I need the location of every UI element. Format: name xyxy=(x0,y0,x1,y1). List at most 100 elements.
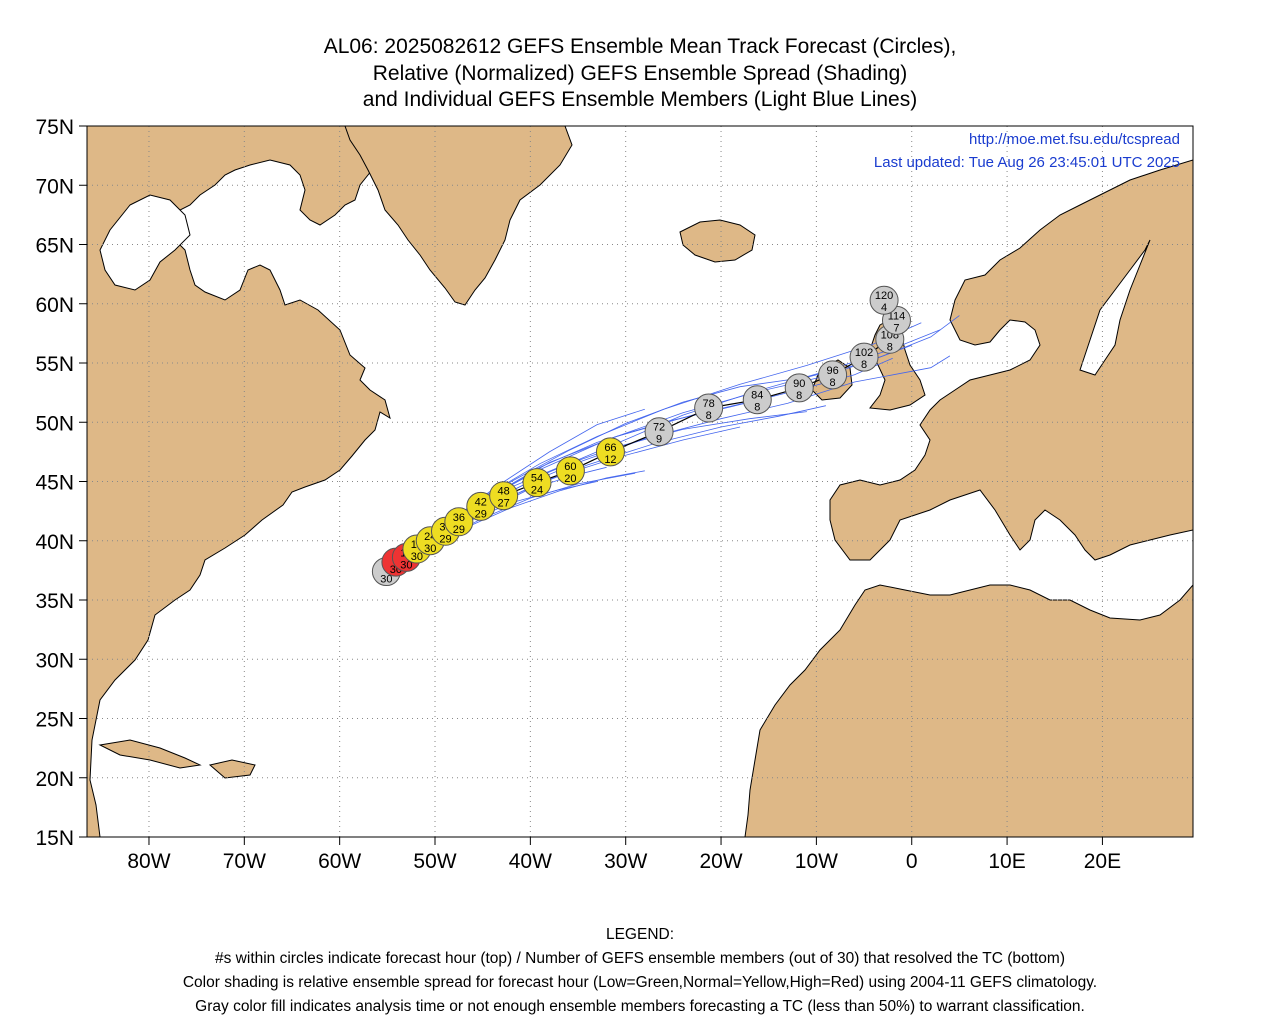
track-circle xyxy=(694,393,724,423)
title-line-3: and Individual GEFS Ensemble Members (Li… xyxy=(362,88,918,111)
member-count-label: 30 xyxy=(411,551,423,563)
forecast-hour-label: 48 xyxy=(498,486,510,498)
lat-tick-label: 20N xyxy=(35,768,74,791)
track-circle xyxy=(742,385,772,415)
member-count-label: 8 xyxy=(887,341,893,353)
member-count-label: 7 xyxy=(893,322,899,334)
member-count-label: 27 xyxy=(498,498,510,510)
forecast-hour-label: 72 xyxy=(653,422,665,434)
land-cuba xyxy=(98,739,202,769)
lat-tick-label: 70N xyxy=(35,175,74,198)
member-count-label: 8 xyxy=(796,390,802,402)
source-url[interactable]: http://moe.met.fsu.edu/tcspread xyxy=(969,131,1180,148)
lon-tick-label: 10E xyxy=(988,850,1025,873)
member-count-label: 30 xyxy=(400,559,412,571)
land-hispaniola xyxy=(208,759,256,779)
lon-tick-label: 70W xyxy=(223,850,266,873)
forecast-hour-label: 36 xyxy=(453,512,465,524)
legend-heading: LEGEND: xyxy=(605,926,675,943)
land-iceland xyxy=(679,219,756,263)
track-circle xyxy=(869,285,899,315)
last-updated: Last updated: Tue Aug 26 23:45:01 UTC 20… xyxy=(874,154,1180,171)
lon-tick-label: 40W xyxy=(509,850,552,873)
lon-tick-label: 50W xyxy=(413,850,456,873)
lon-tick-label: 30W xyxy=(604,850,647,873)
lat-tick-label: 75N xyxy=(35,116,74,139)
lat-tick-label: 60N xyxy=(35,294,74,317)
track-point: 729 xyxy=(644,417,674,447)
legend-line-3: Gray color fill indicates analysis time … xyxy=(195,998,1085,1015)
lat-tick-label: 50N xyxy=(35,412,74,435)
forecast-hour-label: 54 xyxy=(531,473,543,485)
lat-tick-label: 30N xyxy=(35,649,74,672)
member-count-label: 30 xyxy=(424,543,436,555)
legend-line-2: Color shading is relative ensemble sprea… xyxy=(182,974,1098,991)
forecast-hour-label: 66 xyxy=(604,442,616,454)
lon-tick-label: 0 xyxy=(906,850,918,873)
track-circle xyxy=(595,437,625,467)
track-circle xyxy=(489,481,519,511)
forecast-hour-label: 114 xyxy=(888,310,906,322)
axis-labels: 80W 70W 60W 50W 40W 30W 20W 10W 0 10E 20E 75N 70N 65N… xyxy=(35,116,1121,873)
track-circle xyxy=(555,456,585,486)
forecast-hour-label: 96 xyxy=(826,365,838,377)
member-count-label: 30 xyxy=(380,574,392,586)
member-count-label: 8 xyxy=(830,377,836,389)
land-greenland xyxy=(344,126,573,306)
land-north-america xyxy=(87,126,401,837)
forecast-hour-label: 42 xyxy=(475,496,487,508)
lat-tick-label: 25N xyxy=(35,709,74,732)
member-count-label: 8 xyxy=(706,410,712,422)
lat-tick-label: 45N xyxy=(35,472,74,495)
lon-tick-label: 80W xyxy=(127,850,170,873)
member-count-label: 9 xyxy=(656,434,662,446)
forecast-hour-label: 78 xyxy=(703,398,715,410)
member-count-label: 24 xyxy=(531,485,543,497)
track-circle xyxy=(444,507,474,537)
track-point: 848 xyxy=(742,385,772,415)
lat-tick-label: 15N xyxy=(35,827,74,850)
lon-tick-label: 60W xyxy=(318,850,361,873)
track-circle xyxy=(849,342,879,372)
track-circle xyxy=(784,373,814,403)
track-circle xyxy=(522,468,552,498)
title-line-2: Relative (Normalized) GEFS Ensemble Spre… xyxy=(372,62,908,85)
lat-tick-label: 65N xyxy=(35,235,74,258)
track-circle xyxy=(818,360,848,390)
land-hudson-bay-water xyxy=(99,194,191,291)
member-count-label: 29 xyxy=(475,508,487,520)
member-count-label: 8 xyxy=(754,402,760,414)
title-line-1: AL06: 2025082612 GEFS Ensemble Mean Trac… xyxy=(323,35,957,58)
land-europe xyxy=(829,159,1193,561)
track-point: 908 xyxy=(784,373,814,403)
forecast-hour-label: 102 xyxy=(855,347,873,359)
lon-tick-label: 20W xyxy=(699,850,742,873)
mean-track: 0306301230183024303029362942294827542460… xyxy=(371,285,911,587)
track-point: 788 xyxy=(694,393,724,423)
forecast-hour-label: 84 xyxy=(751,390,763,402)
member-count-label: 4 xyxy=(881,302,887,314)
lon-tick-label: 20E xyxy=(1084,850,1121,873)
gridlines xyxy=(87,126,1193,837)
member-count-label: 8 xyxy=(861,359,867,371)
land-africa xyxy=(744,584,1193,837)
track-point: 968 xyxy=(818,360,848,390)
lon-tick-label: 10W xyxy=(795,850,838,873)
legend-line-1: #s within circles indicate forecast hour… xyxy=(215,950,1065,967)
forecast-hour-label: 60 xyxy=(564,461,576,473)
lat-tick-label: 40N xyxy=(35,531,74,554)
member-count-label: 29 xyxy=(439,533,451,545)
lat-tick-label: 35N xyxy=(35,590,74,613)
member-count-label: 20 xyxy=(564,473,576,485)
forecast-hour-label: 90 xyxy=(793,378,805,390)
